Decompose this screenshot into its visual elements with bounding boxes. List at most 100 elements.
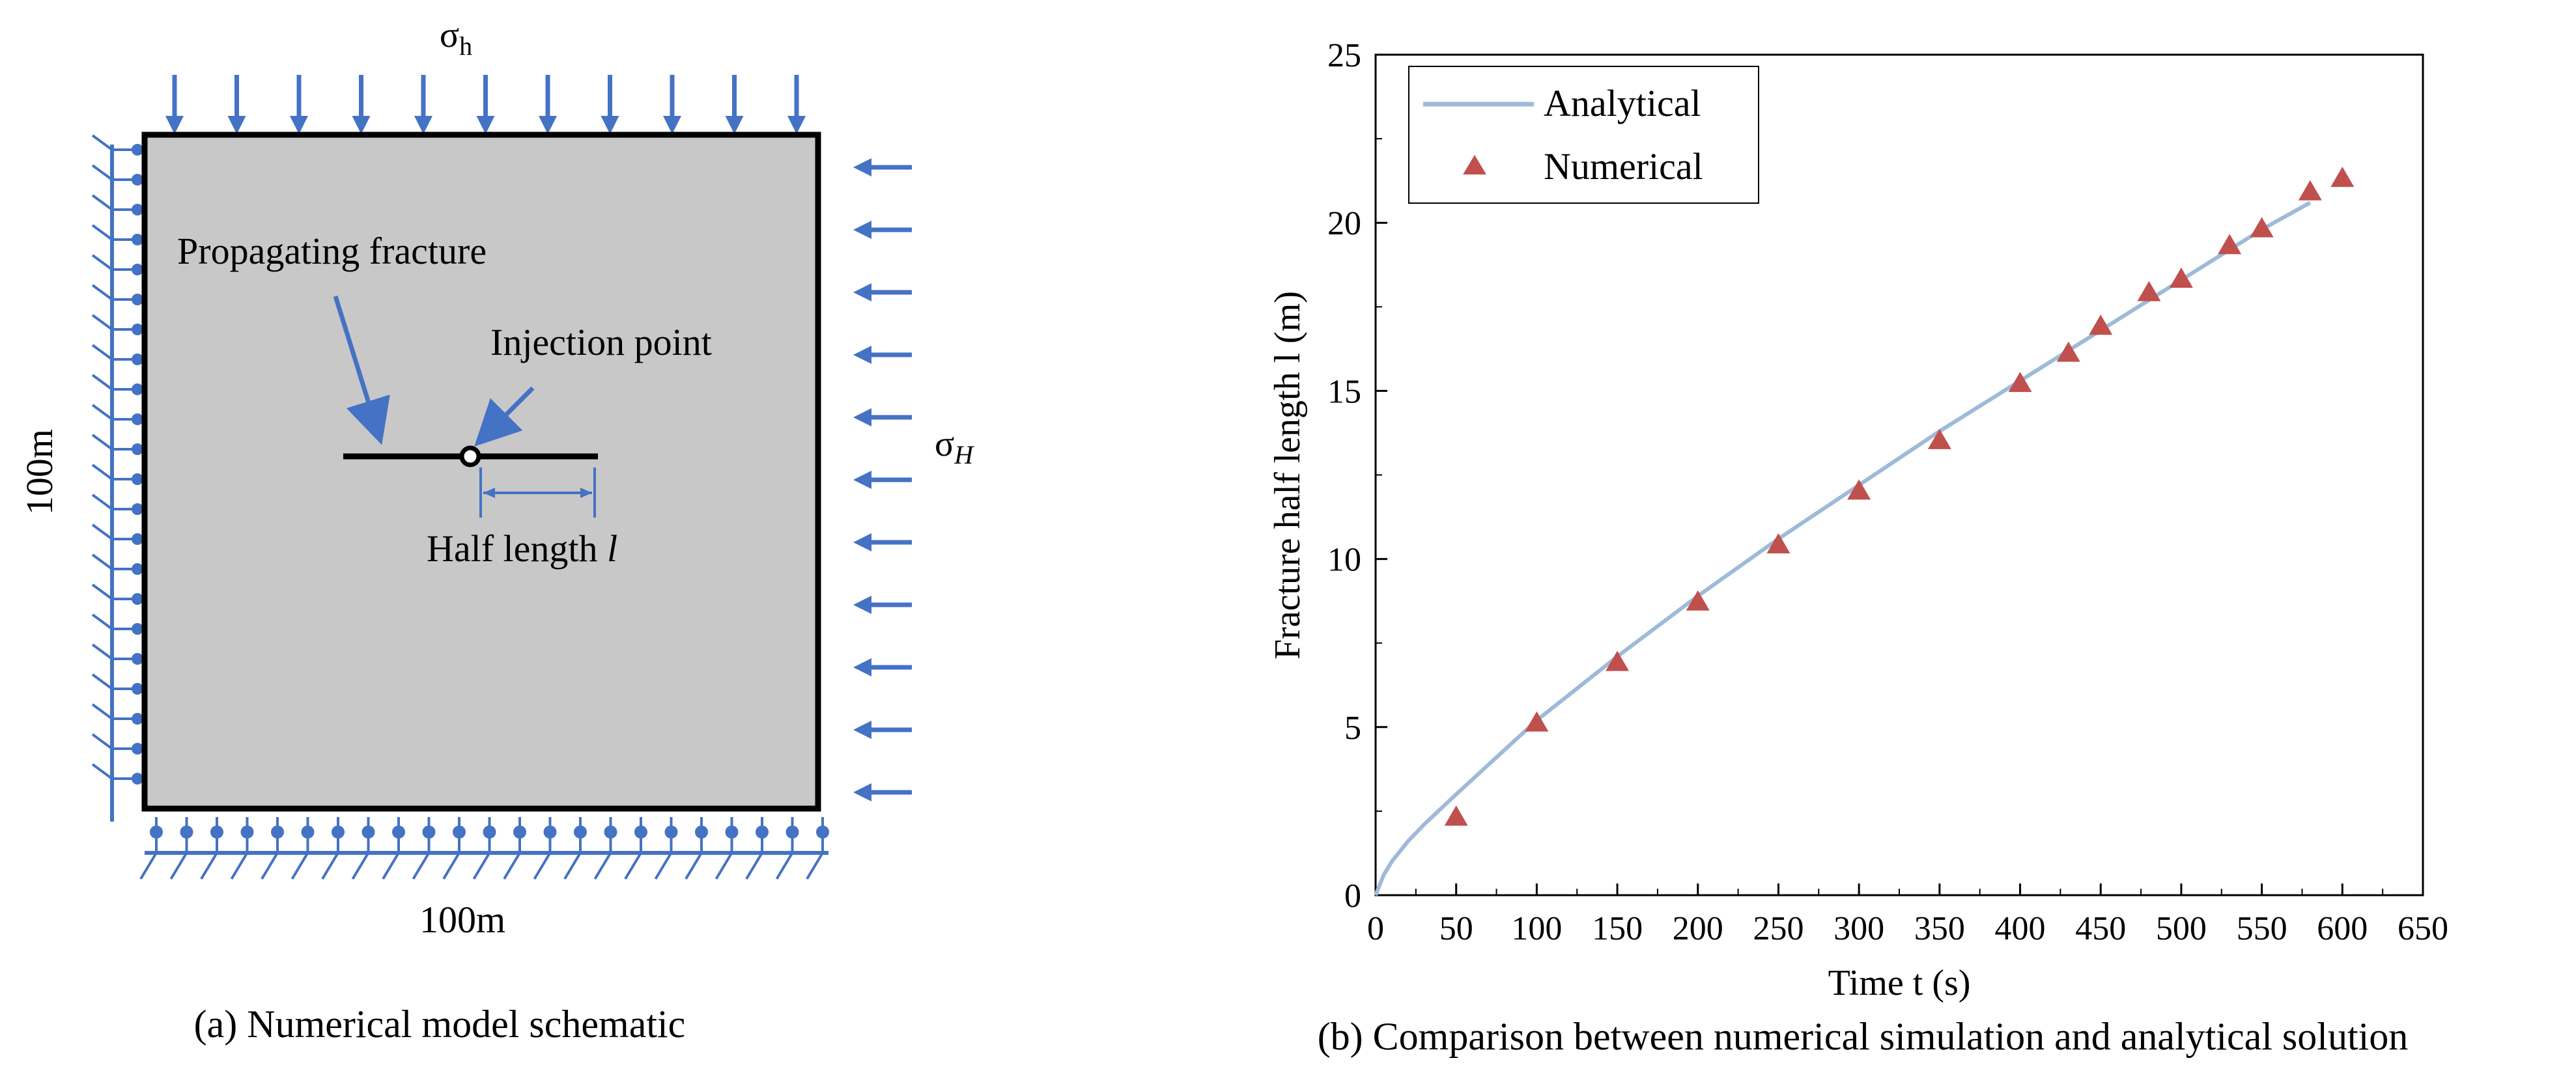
left-support-hatch xyxy=(91,613,113,630)
bottom-support-hatch xyxy=(169,852,188,880)
injection-pointer-arrow xyxy=(474,386,535,447)
legend-box xyxy=(1408,66,1759,204)
x-tick-label: 350 xyxy=(1914,910,1965,947)
bottom-support-hatch xyxy=(472,852,491,880)
y-tick-label: 25 xyxy=(1327,37,1361,74)
right-load-arrowhead xyxy=(853,658,871,676)
left-support-roller xyxy=(132,354,143,365)
left-support-roller xyxy=(132,324,143,335)
injection-point xyxy=(459,445,481,467)
x-axis-ticks: 0 50 100 150 200 250 300 350 400 450 500 550 600 650 xyxy=(1367,883,2448,947)
right-load-arrowhead xyxy=(853,346,871,364)
top-load-arrowhead xyxy=(787,116,806,134)
top-load-arrowhead xyxy=(601,116,619,134)
bottom-support-hatch xyxy=(261,852,279,880)
left-support-hatch xyxy=(91,733,113,750)
left-roller-supports xyxy=(91,134,143,822)
y-axis-ticks: 0 5 10 15 20 25 xyxy=(1327,37,1387,915)
bottom-support-hatch xyxy=(412,852,431,880)
x-tick-label: 300 xyxy=(1833,910,1884,947)
x-tick-label: 550 xyxy=(2237,910,2287,947)
left-support-hatch xyxy=(91,673,113,690)
x-axis-label: Time t (s) xyxy=(1828,963,1971,1003)
numerical-point xyxy=(1847,479,1871,500)
top-load-arrows xyxy=(165,75,806,134)
bottom-support-roller xyxy=(604,826,617,839)
top-load-arrowhead xyxy=(414,116,432,134)
legend-numerical-label: Numerical xyxy=(1544,145,1703,188)
half-length-label: Half length l xyxy=(427,527,617,570)
numerical-point xyxy=(2008,372,2032,393)
x-tick-label: 50 xyxy=(1439,910,1473,947)
bottom-support-hatch xyxy=(745,852,763,880)
left-support-roller xyxy=(132,204,143,215)
top-load-arrowhead xyxy=(725,116,744,134)
bottom-support-roller xyxy=(816,826,829,839)
left-support-hatch xyxy=(91,523,113,540)
bottom-support-hatch xyxy=(806,852,824,880)
left-support-roller xyxy=(132,563,143,575)
left-support-roller xyxy=(132,743,143,755)
left-support-roller xyxy=(132,144,143,156)
bottom-support-hatch xyxy=(200,852,218,880)
chart-caption: (b) Comparison between numerical simulat… xyxy=(1318,1015,2409,1058)
legend-numerical-swatch xyxy=(1463,155,1486,174)
left-support-roller xyxy=(132,413,143,425)
numerical-point xyxy=(1766,533,1790,553)
left-dimension-label: 100m xyxy=(18,429,61,515)
bottom-support-hatch xyxy=(351,852,370,880)
half-length-arrow-left xyxy=(483,488,495,498)
bottom-support-roller xyxy=(210,826,223,839)
x-tick-label: 150 xyxy=(1592,910,1643,947)
legend-analytical-label: Analytical xyxy=(1544,82,1701,124)
bottom-support-hatch xyxy=(321,852,339,880)
bottom-support-hatch xyxy=(715,852,733,880)
left-support-hatch xyxy=(91,464,113,480)
right-load-arrowhead xyxy=(853,783,871,801)
left-support-roller xyxy=(132,683,143,695)
x-tick-label: 200 xyxy=(1673,910,1723,947)
left-support-roller xyxy=(132,174,143,186)
left-support-roller xyxy=(132,533,143,545)
right-stress-label: σH xyxy=(935,424,974,469)
bottom-support-hatch xyxy=(503,852,521,880)
left-support-roller xyxy=(132,593,143,605)
numerical-point xyxy=(2137,281,2161,301)
top-load-arrowhead xyxy=(290,116,308,134)
comparison-chart: 0 50 100 150 200 250 300 350 400 450 500 550 600 650 … xyxy=(1267,37,2448,1058)
bottom-support-hatch xyxy=(593,852,612,880)
left-support-roller xyxy=(132,383,143,395)
left-support-hatch xyxy=(91,583,113,600)
bottom-support-roller xyxy=(150,826,163,839)
left-support-roller xyxy=(132,653,143,665)
left-support-roller xyxy=(132,294,143,305)
left-support-hatch xyxy=(91,224,113,241)
bottom-support-hatch xyxy=(442,852,460,880)
top-load-arrowhead xyxy=(539,116,557,134)
y-tick-label: 5 xyxy=(1344,710,1361,747)
bottom-support-roller xyxy=(634,826,647,839)
left-support-hatch xyxy=(91,703,113,720)
bottom-support-hatch xyxy=(230,852,249,880)
fracture-pointer-arrow xyxy=(333,295,390,445)
bottom-support-hatch xyxy=(382,852,400,880)
x-tick-label: 450 xyxy=(2075,910,2126,947)
left-support-roller xyxy=(132,713,143,725)
bottom-support-hatch xyxy=(290,852,309,880)
bottom-support-roller xyxy=(695,826,708,839)
numerical-point xyxy=(1444,805,1468,826)
top-load-arrowhead xyxy=(352,116,371,134)
bottom-support-roller xyxy=(483,826,496,839)
left-support-hatch xyxy=(91,134,113,151)
left-support-roller xyxy=(132,234,143,245)
x-tick-label: 250 xyxy=(1753,910,1804,947)
numerical-point xyxy=(2089,314,2113,335)
bottom-support-hatch xyxy=(139,852,158,880)
numerical-point xyxy=(2169,267,2193,288)
left-support-hatch xyxy=(91,763,113,780)
left-support-hatch xyxy=(91,284,113,301)
left-support-hatch xyxy=(91,194,113,211)
bottom-support-hatch xyxy=(685,852,703,880)
y-tick-label: 20 xyxy=(1327,205,1361,242)
